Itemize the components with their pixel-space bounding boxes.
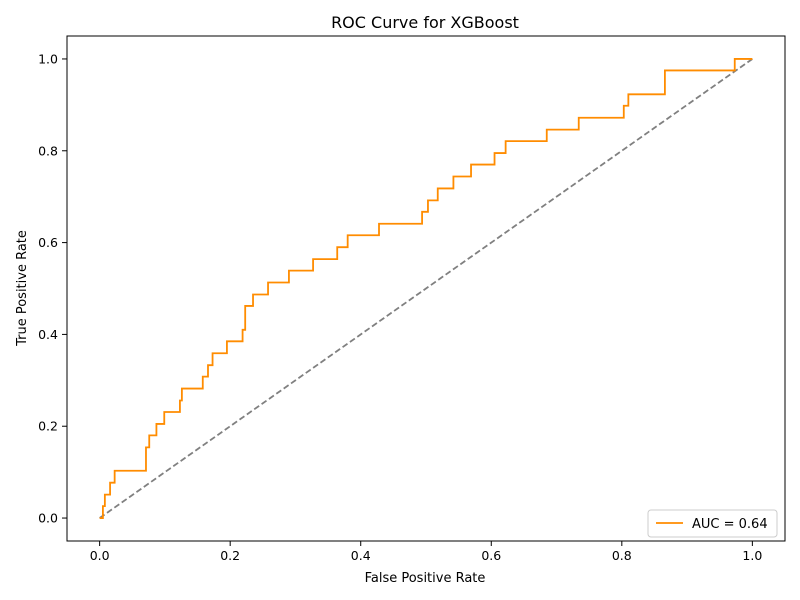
legend-box [647, 509, 778, 538]
x-tick-label: 0.4 [351, 548, 371, 563]
y-tick-label: 0.0 [38, 511, 58, 526]
x-tick-label: 0.8 [612, 548, 632, 563]
plot-area [66, 35, 786, 542]
x-tick-label: 0.6 [481, 548, 501, 563]
y-tick-label: 0.2 [38, 419, 58, 434]
x-axis-title: False Positive Rate [365, 571, 486, 586]
baseline-diagonal-line [99, 58, 753, 519]
y-axis: 0.0 0.2 0.4 0.6 0.8 1.0 [38, 51, 67, 526]
x-tick-label: 0.2 [220, 548, 240, 563]
x-axis: 0.0 0.2 0.4 0.6 0.8 1.0 [90, 541, 762, 563]
x-tick-label: 1.0 [742, 548, 762, 563]
legend: AUC = 0.64 [647, 509, 778, 538]
roc-curve-line [99, 58, 753, 519]
legend-label: AUC = 0.64 [692, 517, 768, 532]
y-tick-label: 0.8 [38, 143, 58, 158]
axes-frame [66, 35, 786, 542]
chart-title: ROC Curve for XGBoost [331, 13, 519, 32]
y-axis-title: True Positive Rate [15, 230, 30, 347]
x-tick-label: 0.0 [90, 548, 110, 563]
y-tick-label: 1.0 [38, 51, 58, 66]
y-tick-label: 0.4 [38, 327, 58, 342]
y-tick-label: 0.6 [38, 235, 58, 250]
